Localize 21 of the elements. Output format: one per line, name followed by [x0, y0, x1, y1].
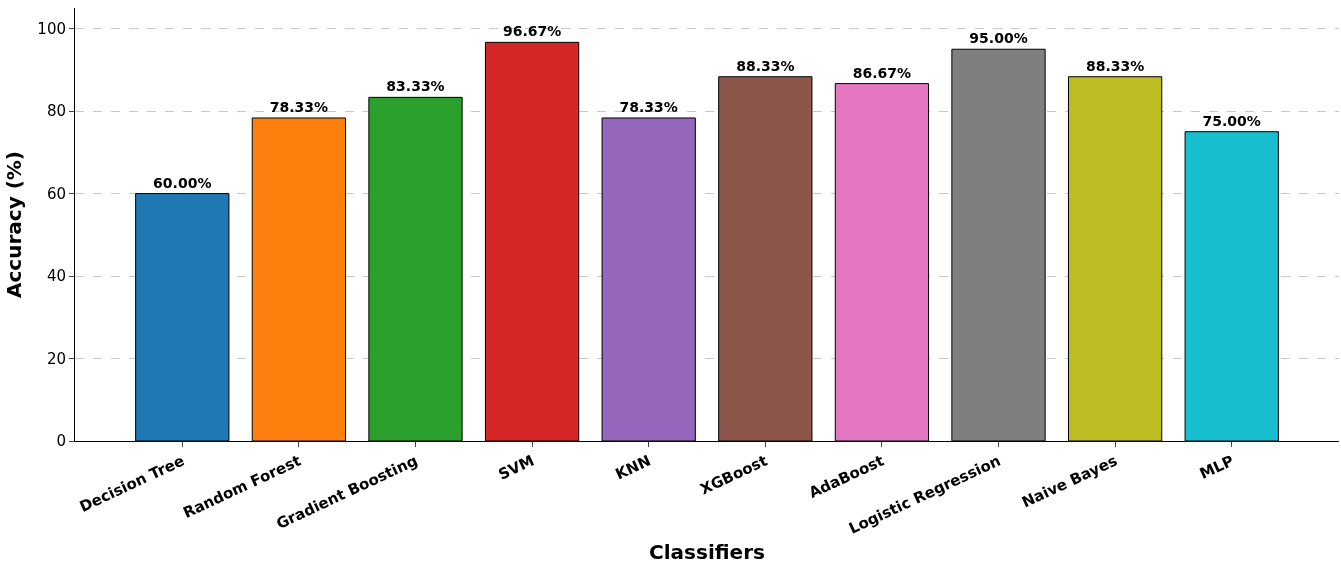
y-tick-label: 60	[46, 184, 66, 203]
y-tick-label: 20	[46, 349, 66, 368]
x-tick-label: MLP	[1196, 451, 1237, 483]
data-label: 75.00%	[1202, 112, 1261, 129]
data-label: 78.33%	[619, 98, 678, 115]
data-label: 83.33%	[386, 78, 445, 95]
data-label: 78.33%	[269, 98, 329, 115]
data-label: 96.67%	[502, 23, 562, 40]
y-axis-title: Accuracy (%)	[1, 151, 26, 298]
data-label: 95.00%	[969, 30, 1028, 47]
x-tick-label: SVM	[495, 451, 537, 484]
x-axis-title: Classifiers	[649, 540, 765, 565]
x-tick-label: KNN	[612, 451, 654, 484]
y-tick-label: 80	[46, 102, 66, 121]
y-tick-label: 0	[56, 432, 66, 451]
y-tick-label: 40	[46, 267, 66, 286]
data-label: 86.67%	[852, 64, 912, 81]
y-tick-label: 100	[37, 19, 66, 38]
data-label: 88.33%	[736, 57, 795, 74]
data-label: 60.00%	[153, 174, 212, 191]
data-label: 88.33%	[1085, 57, 1145, 74]
